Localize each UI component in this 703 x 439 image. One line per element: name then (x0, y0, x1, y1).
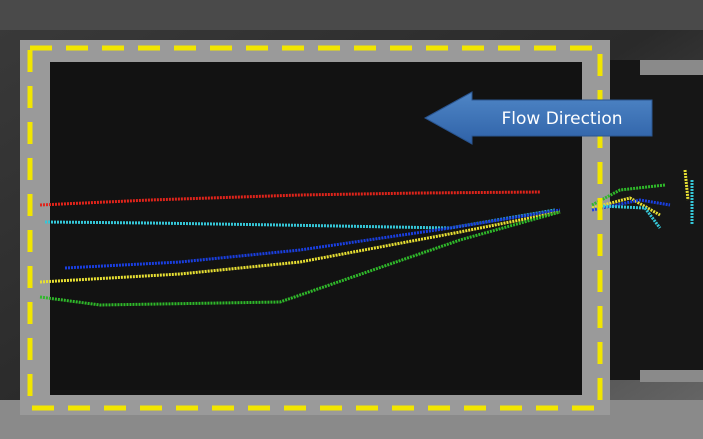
side-bar (640, 60, 703, 75)
photo: Flow Direction (0, 0, 703, 439)
arrow-label: Flow Direction (501, 109, 622, 129)
top-edge (0, 0, 703, 30)
side-bar (640, 370, 703, 382)
